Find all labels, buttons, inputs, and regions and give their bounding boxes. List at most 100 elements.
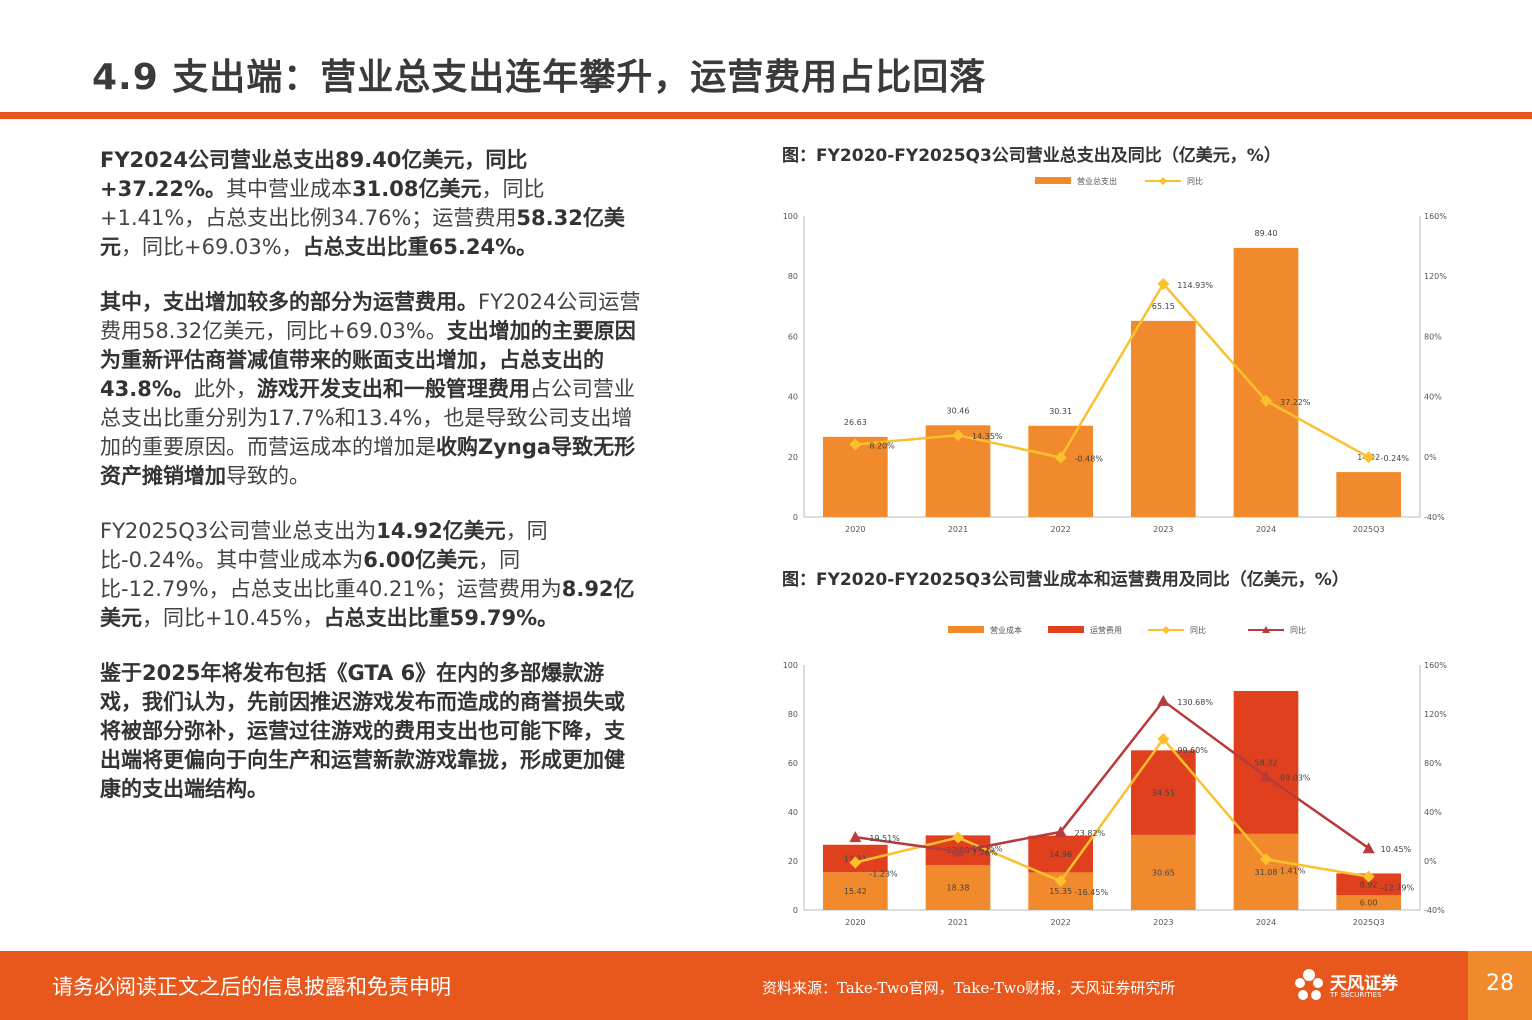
paragraph: 鉴于2025年将发布包括《GTA 6》在内的多部爆款游戏，我们认为，先前因推迟游… <box>100 659 645 804</box>
line-value-label: 10.45% <box>1381 845 1412 854</box>
paragraph: 其中，支出增加较多的部分为运营费用。FY2024公司运营费用58.32亿美元，同… <box>100 288 645 491</box>
y-tick-label-right: 160% <box>1424 212 1447 221</box>
yoy-line <box>855 699 1370 853</box>
bar <box>1233 247 1299 517</box>
bar-value-label: 15.42 <box>844 887 867 896</box>
bar <box>1130 320 1196 517</box>
bar-value-label: 31.08 <box>1255 868 1278 877</box>
bar-value-label: 89.40 <box>1255 229 1278 238</box>
y-tick-label-right: 80% <box>1424 759 1442 768</box>
text-run: 占公司营业总支出比重分别为17.7%和13.4%，也是导致公司支出增加的重要原因… <box>100 377 635 459</box>
bar-value-label: 30.46 <box>947 406 970 415</box>
x-tick-label: 2021 <box>948 525 968 534</box>
x-tick-label: 2023 <box>1153 918 1173 927</box>
text-run: 58.32亿美元 <box>100 206 625 259</box>
bar-value-label: 65.15 <box>1152 302 1175 311</box>
y-tick-label-right: -40% <box>1424 906 1445 915</box>
line-value-label: -1.23% <box>869 870 898 879</box>
logo-text: 天风证券 <box>1330 974 1398 994</box>
text-run: 占总支出比重59.79%。 <box>323 606 559 630</box>
line-marker <box>1054 825 1067 837</box>
x-tick-label: 2022 <box>1050 525 1070 534</box>
page-title: 4.9 支出端：营业总支出连年攀升，运营费用占比回落 <box>92 57 987 98</box>
title-divider <box>0 112 1532 119</box>
bar <box>1233 690 1299 834</box>
line-value-label: 19.51% <box>869 834 900 843</box>
line-value-label: 19.15% <box>972 845 1003 854</box>
text-run: FY2024公司营业总支出89.40亿美元，同比+37.22%。 <box>100 148 528 201</box>
chart-2-cost-breakdown: 0 20 40 60 80 100 -40% 0% 40% 80% 120% 160% 2020 2021… <box>783 625 1448 927</box>
company-logo: 天风证券 TF SECURITIES <box>1292 967 1412 1007</box>
line-marker <box>1054 875 1067 888</box>
page-number-box: 28 <box>1468 951 1532 1020</box>
line-value-label: -12.79% <box>1381 884 1415 893</box>
y-tick-label-right: 160% <box>1424 661 1447 670</box>
bar <box>1336 472 1402 517</box>
bar-value-label: 30.31 <box>1049 407 1072 416</box>
y-tick-label-right: -40% <box>1424 513 1445 522</box>
paragraph: FY2024公司营业总支出89.40亿美元，同比+37.22%。其中营业成本31… <box>100 146 645 262</box>
x-tick-label: 2025Q3 <box>1353 918 1385 927</box>
line-value-label: 7.76% <box>972 848 998 857</box>
line-value-label: -16.45% <box>1075 888 1109 897</box>
legend-label: 运营费用 <box>1090 625 1122 635</box>
y-tick-label-right: 120% <box>1424 272 1447 281</box>
y-tick-label-left: 40 <box>788 808 798 817</box>
text-run: 收购Zynga导致无形资产摊销增加 <box>100 435 636 488</box>
bar <box>822 872 888 910</box>
y-tick-label-left: 60 <box>788 332 798 341</box>
line-marker <box>952 831 964 844</box>
x-tick-label: 2025Q3 <box>1353 525 1385 534</box>
line-value-label: 69.03% <box>1280 773 1311 782</box>
line-marker <box>1362 842 1375 854</box>
line-marker <box>1157 732 1170 745</box>
line-marker <box>952 429 964 442</box>
bar <box>1130 834 1196 910</box>
text-run: 14.92亿美元 <box>376 519 506 543</box>
line-value-label: 23.82% <box>1075 829 1106 838</box>
text-run: FY2025Q3公司营业总支出为 <box>100 519 377 543</box>
paragraph: FY2025Q3公司营业总支出为14.92亿美元，同比-0.24%。其中营业成本… <box>100 517 645 633</box>
text-run: 其中，支出增加较多的部分为运营费用。 <box>100 290 478 314</box>
text-run: ，同比+1.41%，占总支出比例34.76%；运营费用 <box>100 177 545 230</box>
text-run: 鉴于2025年将发布包括《GTA 6》在内的多部爆款游戏，我们认为，先前因推迟游… <box>100 661 625 801</box>
line-marker <box>1362 870 1375 883</box>
bar-value-label: 14.96 <box>1049 850 1072 859</box>
line-value-label: 1.41% <box>1280 866 1306 875</box>
page-number: 28 <box>1486 971 1514 996</box>
y-tick-label-right: 0% <box>1424 857 1437 866</box>
text-run: 8.92亿美元 <box>100 577 635 630</box>
x-tick-label: 2021 <box>948 918 968 927</box>
y-tick-label-left: 20 <box>788 453 798 462</box>
text-run: ，同比+69.03%， <box>121 235 303 259</box>
line-marker <box>849 438 862 451</box>
legend-swatch <box>1048 626 1084 633</box>
line-marker <box>1054 451 1067 464</box>
chart-1-title: 图：FY2020-FY2025Q3公司营业总支出及同比（亿美元，%） <box>782 146 1281 166</box>
legend-label: 营业总支出 <box>1077 176 1117 186</box>
y-tick-label-left: 40 <box>788 393 798 402</box>
y-tick-label-right: 40% <box>1424 808 1442 817</box>
y-tick-label-left: 80 <box>788 272 798 281</box>
text-run: 6.00亿美元 <box>363 548 479 572</box>
bar <box>1233 833 1299 910</box>
line-value-label: -0.24% <box>1381 454 1410 463</box>
line-value-label: 14.35% <box>972 432 1003 441</box>
source-note: 资料来源：Take-Two官网，Take-Two财报，天风证券研究所 <box>762 979 1176 997</box>
body-text: FY2024公司营业总支出89.40亿美元，同比+37.22%。其中营业成本31… <box>100 146 645 830</box>
yoy-line <box>855 736 1369 883</box>
legend-label: 同比 <box>1187 176 1203 186</box>
text-run: 此外， <box>193 377 257 401</box>
line-marker <box>1157 277 1170 290</box>
line-value-label: 99.60% <box>1177 746 1208 755</box>
disclaimer-text: 请务必阅读正文之后的信息披露和免责申明 <box>52 975 451 999</box>
bar-value-label: 18.38 <box>947 883 970 892</box>
line-marker <box>1157 694 1170 706</box>
y-tick-label-left: 100 <box>783 661 798 670</box>
legend-marker <box>1262 626 1270 633</box>
flower-logo-icon <box>1295 969 1323 1000</box>
y-tick-label-left: 20 <box>788 857 798 866</box>
legend-swatch <box>1035 177 1071 184</box>
bar-value-label: 8.92 <box>1360 880 1378 889</box>
x-tick-label: 2024 <box>1256 918 1276 927</box>
